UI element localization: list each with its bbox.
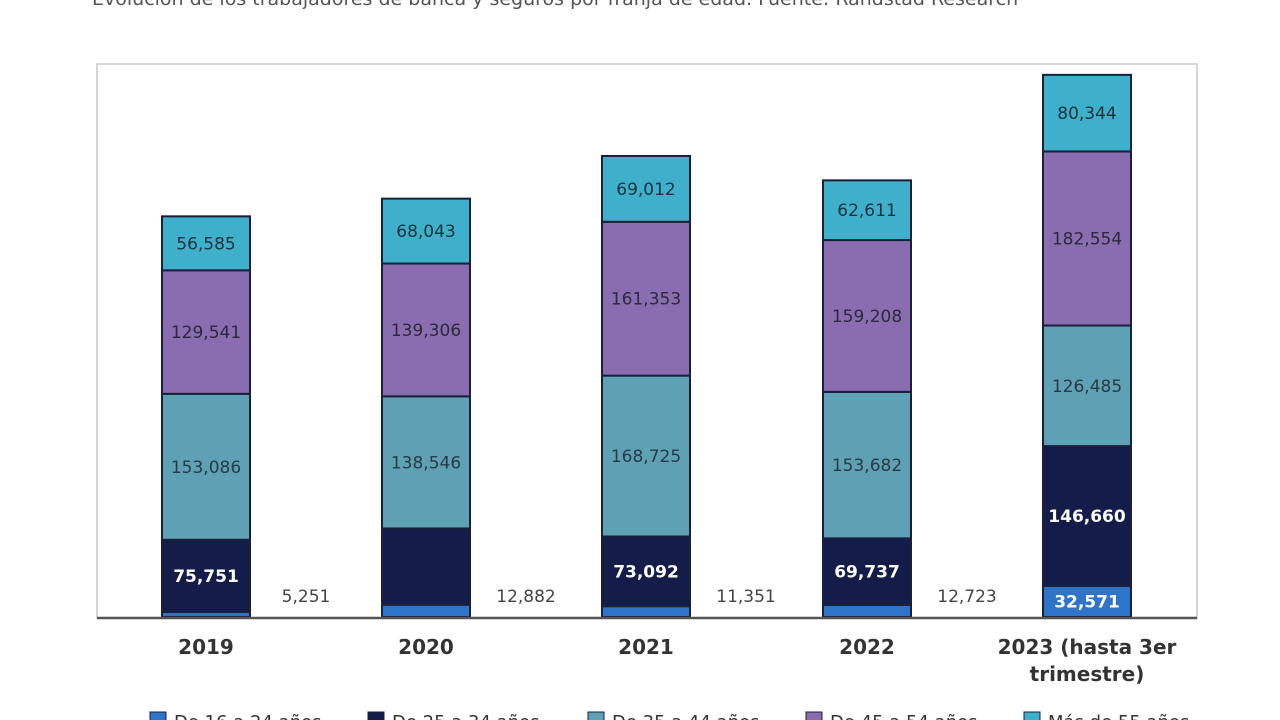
data-label: 75,751 [173,567,239,587]
data-label: 69,737 [834,563,900,583]
x-tick-label: 2022 [839,635,895,659]
legend-label: Más de 55 años [1048,712,1189,720]
data-label: 68,043 [396,222,455,242]
x-tick-label: 2021 [618,635,674,659]
data-label: 146,660 [1048,507,1126,527]
bar-segment [822,179,912,242]
bar-segment [161,215,251,272]
x-tick-label: 2023 (hasta 3er [998,635,1177,659]
data-label: 73,092 [613,562,679,582]
bar-segment [1042,445,1132,587]
data-label: 159,208 [832,307,902,327]
data-label: 182,554 [1052,229,1122,249]
bar-segment [822,239,912,393]
data-label: 69,012 [616,180,675,200]
data-label: 129,541 [171,323,241,343]
bar-segment [381,197,471,265]
chart-title: Evolución de los trabajadores de banca y… [92,0,1018,10]
data-label: 12,882 [496,587,555,607]
legend-swatch [805,711,823,720]
bar-segment [1042,150,1132,327]
data-label: 62,611 [837,201,896,221]
legend-label: De 25 a 34 años [392,712,540,720]
data-label: 153,086 [171,458,241,478]
bar-segment [601,220,691,377]
bar-segment [822,390,912,540]
bar-segment [601,535,691,608]
legend-label: De 16 a 24 años [174,712,322,720]
bar-segment [822,603,912,618]
x-tick-label: trimestre) [1030,662,1145,686]
legend-label: De 35 a 44 años [612,712,760,720]
data-label: 126,485 [1052,377,1122,397]
x-tick-label: 2019 [178,635,234,659]
bar-segment [1042,73,1132,153]
legend-label: De 45 a 54 años [830,712,978,720]
data-label: 161,353 [611,290,681,310]
bar-segment [822,537,912,606]
bar-segment [381,395,471,530]
data-label: 80,344 [1057,104,1116,124]
data-label: 168,725 [611,447,681,467]
bar-segment [601,605,691,619]
legend-swatch [367,711,385,720]
data-label: 5,251 [282,587,331,607]
bar-segment [161,392,251,541]
data-label: 138,546 [391,453,461,473]
data-label: 11,351 [716,587,775,607]
data-label: 153,682 [832,456,902,476]
bar-segment [381,527,471,606]
x-tick-label: 2020 [398,635,454,659]
bar-segment [381,262,471,398]
data-label: 12,723 [937,587,996,607]
bar-segment [161,269,251,395]
bar-segment [381,603,471,618]
bar-segment [1042,584,1132,619]
data-label: 32,571 [1054,592,1120,612]
legend-swatch [149,711,167,720]
bar-segment [1042,324,1132,448]
data-label: 56,585 [176,234,235,254]
legend-swatch [587,711,605,720]
legend-swatch [1023,711,1041,720]
data-label: 139,306 [391,321,461,341]
bar-segment [601,154,691,223]
